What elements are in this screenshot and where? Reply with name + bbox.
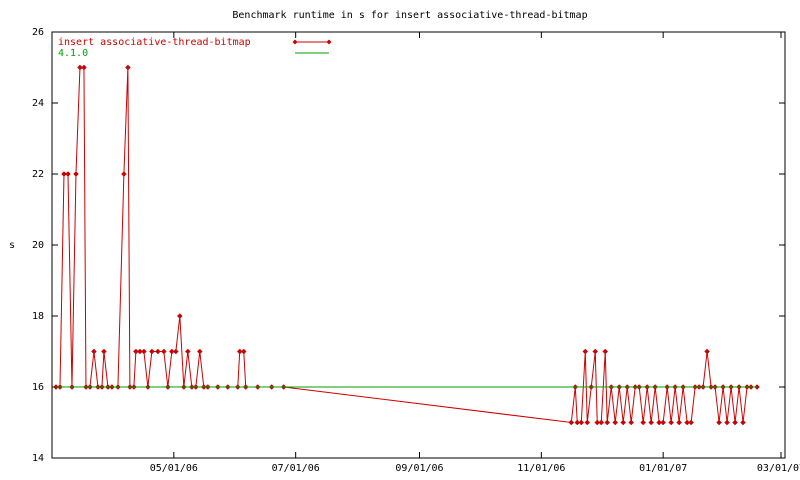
point [172,348,179,355]
series-line [55,67,758,424]
point [137,348,143,355]
point [620,419,627,426]
y-axis-label: s [9,240,15,251]
point [640,419,647,426]
x-tick-label: 11/01/06 [517,463,565,474]
y-tick-label: 16 [32,382,44,393]
x-tick-label: 05/01/06 [150,463,198,474]
point [77,64,83,71]
point [155,348,161,355]
point [160,348,167,355]
legend-label: insert associative-thread-bitmap [58,37,251,48]
point [716,419,722,426]
point [688,419,694,426]
x-tick-label: 07/01/06 [272,463,320,474]
point [53,384,59,390]
y-tick-label: 20 [32,240,44,251]
legend-marker [292,39,298,45]
point [133,348,139,355]
point [594,419,601,426]
point [73,171,79,177]
chart-title: Benchmark runtime in s for insert associ… [232,10,587,21]
point [574,419,581,426]
x-tick-label: 01/01/07 [639,463,687,474]
point [81,64,87,71]
point [584,419,591,426]
point [668,419,675,426]
x-tick-label: 03/01/07 [757,463,800,474]
point [656,419,663,426]
point [196,348,203,355]
point [660,419,667,426]
point [184,348,191,355]
point [568,419,575,426]
y-tick-label: 26 [32,27,44,38]
y-tick-label: 14 [32,453,44,464]
point [592,348,599,355]
point [125,64,131,71]
y-tick-label: 24 [32,98,44,109]
y-tick-label: 18 [32,311,44,322]
point [704,348,710,355]
point [648,419,655,426]
point [121,171,127,177]
point [676,419,682,426]
point [236,348,243,355]
point [684,419,690,426]
point [724,419,730,426]
point [602,348,609,355]
point [612,419,619,426]
point [65,171,71,177]
point [598,419,605,426]
point [141,348,147,355]
point [732,419,738,426]
plot-frame [51,31,786,459]
point [582,348,589,355]
point [101,348,107,355]
point [740,419,746,426]
point [604,419,611,426]
point [168,348,175,355]
point [176,313,183,319]
point [628,419,635,426]
legend-marker [326,39,332,45]
point [61,171,67,177]
legend-label: 4.1.0 [58,48,88,59]
y-tick-label: 22 [32,169,44,180]
point [240,348,247,355]
x-tick-label: 09/01/06 [395,463,443,474]
point [578,419,585,426]
point [91,348,97,355]
point [149,348,155,355]
